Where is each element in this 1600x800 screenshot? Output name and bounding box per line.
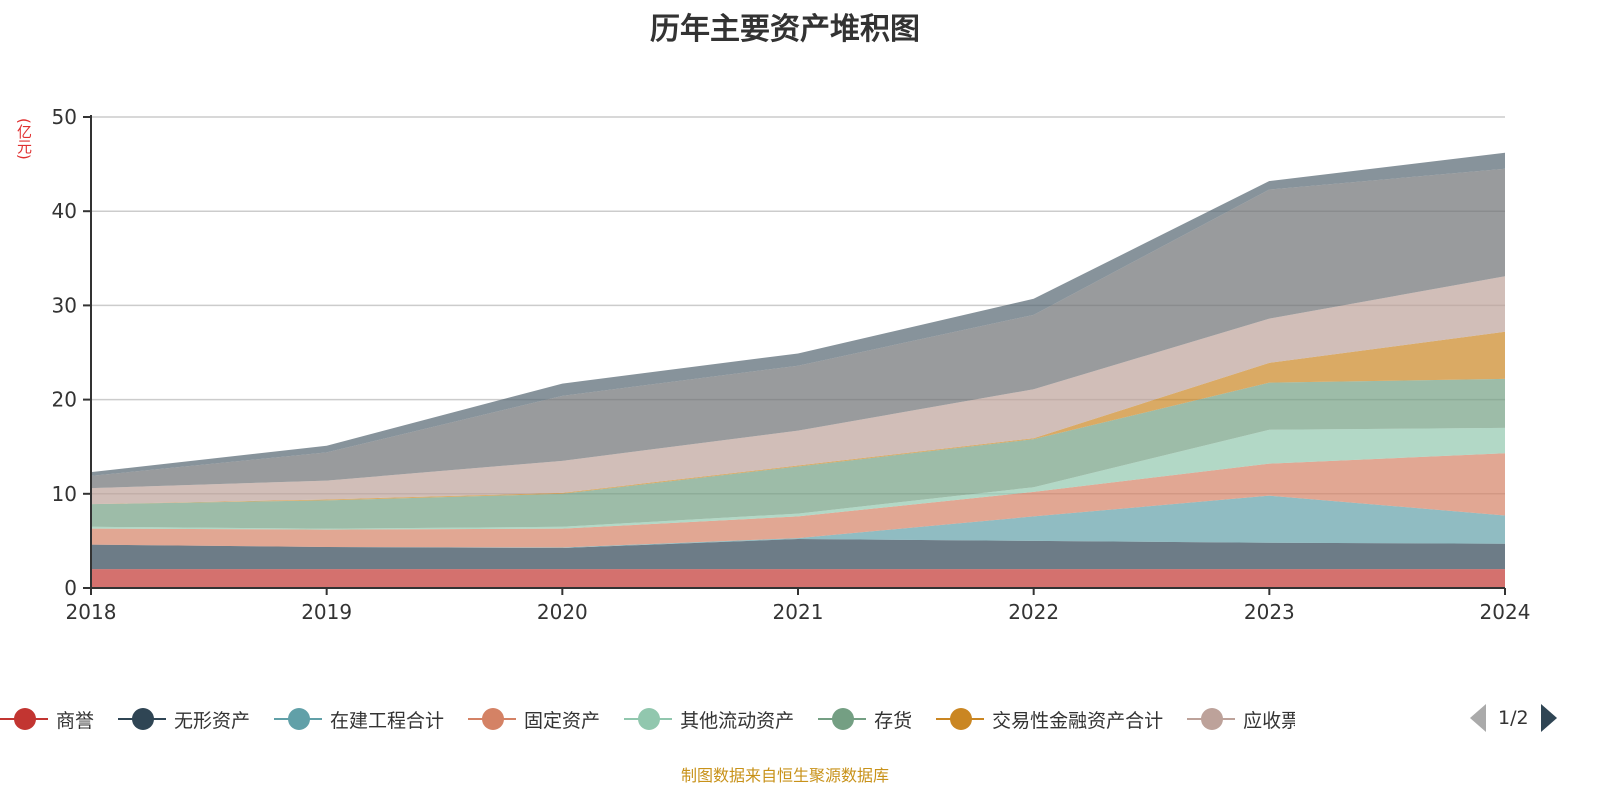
y-tick-label: 40 — [52, 199, 77, 223]
x-tick-label: 2023 — [1244, 600, 1295, 624]
legend-item[interactable]: 交易性金融资产合计 — [936, 706, 1163, 733]
y-axis-unit: (亿元) — [15, 118, 33, 160]
legend-item[interactable]: 商誉 — [0, 706, 94, 733]
area-series-9 — [91, 168, 1505, 489]
x-tick-label: 2018 — [66, 600, 117, 624]
legend-item[interactable]: 在建工程合计 — [274, 706, 444, 733]
legend-pager: 1/2 — [1470, 704, 1557, 732]
legend-item[interactable]: 存货 — [818, 706, 912, 733]
chart-title: 历年主要资产堆积图 — [650, 12, 920, 47]
area-series-4 — [91, 453, 1505, 548]
legend-page-indicator: 1/2 — [1498, 707, 1529, 729]
y-tick-label: 0 — [64, 576, 77, 600]
legend-label: 商誉 — [56, 709, 95, 732]
data-source-note: 制图数据来自恒生聚源数据库 — [680, 766, 889, 785]
legend-label: 交易性金融资产合计 — [992, 709, 1164, 732]
legend: 商誉 无形资产 在建工程合计 固定资产 其他流动资产 存货 交易性金融资产合计 应收票 — [0, 704, 1319, 734]
legend-label: 其他流动资产 — [680, 709, 795, 732]
legend-marker-icon — [936, 707, 985, 731]
area-series-3 — [91, 495, 1505, 548]
legend-marker-icon — [0, 707, 48, 731]
legend-marker-icon — [624, 707, 673, 731]
legend-item[interactable]: 固定资产 — [468, 706, 600, 733]
legend-label: 存货 — [874, 709, 913, 732]
legend-marker-icon — [118, 707, 167, 731]
legend-item[interactable]: 其他流动资产 — [624, 706, 794, 733]
x-tick-label: 2022 — [1008, 600, 1059, 624]
y-tick-label: 20 — [52, 388, 77, 412]
area-series-8 — [91, 276, 1505, 505]
legend-item[interactable]: 应收票 — [1187, 706, 1295, 733]
x-tick-label: 2020 — [537, 600, 588, 624]
x-tick-label: 2021 — [773, 600, 824, 624]
legend-label: 固定资产 — [524, 709, 601, 732]
y-tick-label: 10 — [52, 482, 77, 506]
area-series-1 — [91, 569, 1505, 588]
area-series-2 — [91, 539, 1505, 570]
x-tick-label: 2024 — [1480, 600, 1531, 624]
area-series-5 — [91, 427, 1505, 530]
y-tick-label: 50 — [52, 105, 77, 129]
legend-label: 在建工程合计 — [330, 709, 445, 732]
y-tick-label: 30 — [52, 293, 77, 317]
legend-next-arrow-icon[interactable] — [1540, 704, 1557, 732]
legend-label: 无形资产 — [174, 709, 251, 732]
x-tick-label: 2019 — [301, 600, 352, 624]
legend-marker-icon — [274, 707, 323, 731]
legend-marker-icon — [818, 707, 867, 731]
legend-marker-icon — [1187, 707, 1236, 731]
legend-prev-arrow-icon[interactable] — [1470, 704, 1486, 732]
legend-marker-icon — [468, 707, 517, 731]
legend-label: 应收票 — [1243, 709, 1296, 732]
stacked-area-chart: 0 10 20 30 40 50 2018 2019 2020 2021 2022 2023 2024 — [52, 105, 1531, 624]
area-series-6 — [91, 378, 1505, 529]
legend-item[interactable]: 无形资产 — [118, 706, 250, 733]
